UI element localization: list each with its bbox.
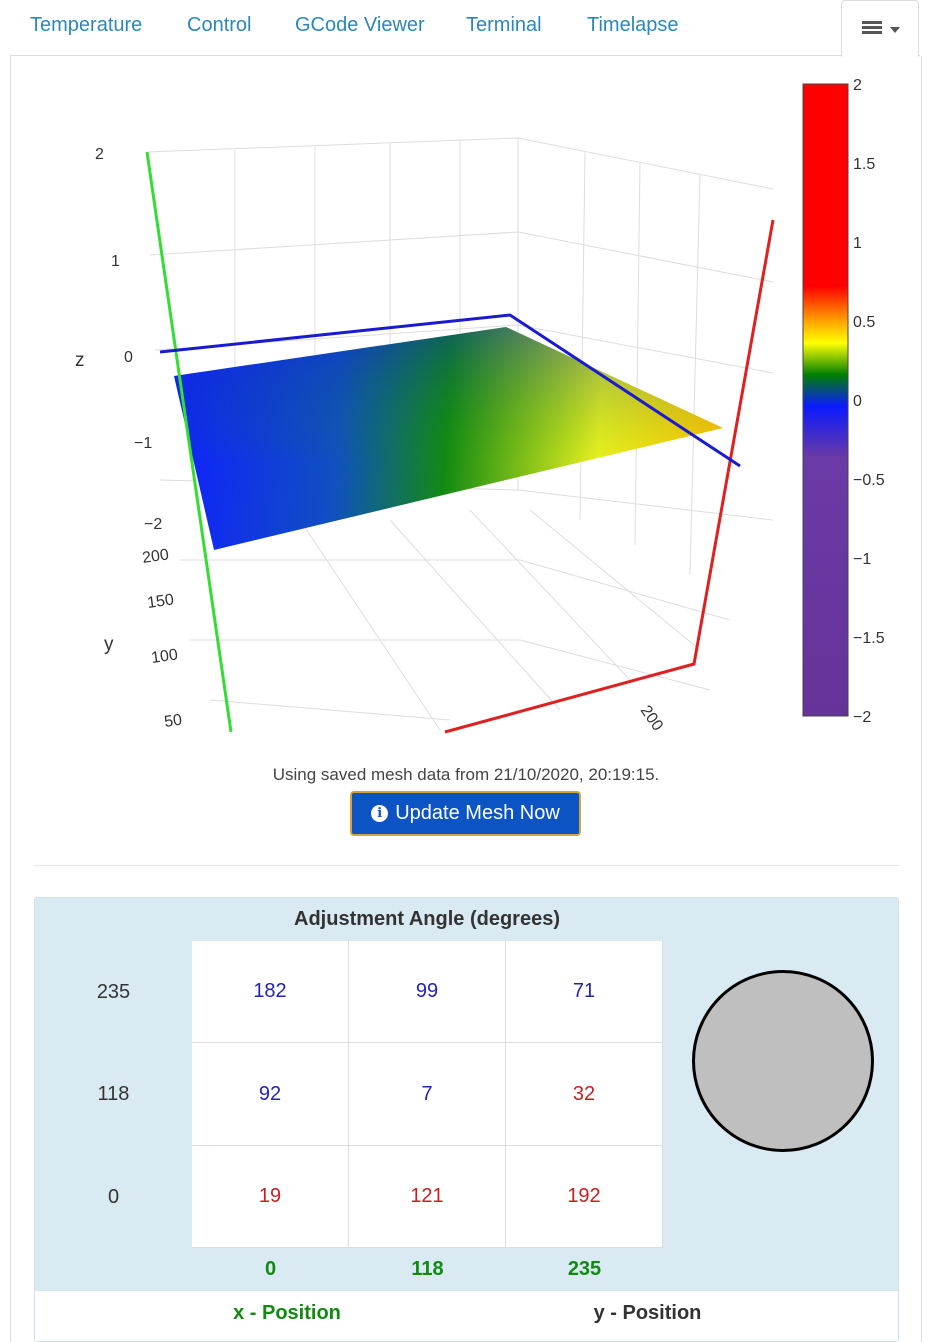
angle-cell: 121 [349, 1146, 506, 1248]
bed-level-panel [10, 56, 922, 1342]
row-label: 235 [96, 980, 131, 1003]
y-tick: 150 [146, 591, 175, 612]
mesh-status-text: Using saved mesh data from 21/10/2020, 2… [272, 765, 660, 784]
angle-cell: 92 [192, 1043, 349, 1146]
angle-cell: 99 [349, 941, 506, 1043]
colorbar-tick: 1 [853, 235, 862, 252]
col-label: 118 [411, 1258, 444, 1280]
tab-temperature[interactable]: Temperature [30, 14, 143, 36]
colorbar-tick: −2 [853, 709, 871, 726]
angle-cell: 32 [506, 1043, 663, 1146]
y-axis-label: y [104, 634, 114, 655]
colorbar-tick: −1.5 [853, 630, 885, 647]
tab-overflow-menu[interactable] [841, 0, 919, 57]
section-divider [34, 865, 899, 866]
x-axis-line [444, 219, 775, 734]
colorbar-tick: 1.5 [853, 156, 875, 173]
update-mesh-label: Update Mesh Now [395, 802, 560, 824]
colorbar-tick: 0 [853, 393, 862, 410]
y-position-label: y - Position [593, 1302, 702, 1324]
y-tick: 100 [150, 646, 179, 667]
colorbar-tick: 2 [853, 77, 862, 94]
z-tick: 2 [95, 146, 104, 163]
colorbar-tick: −1 [853, 551, 871, 568]
y-tick: 200 [141, 546, 170, 567]
angle-cell: 7 [349, 1043, 506, 1146]
row-label: 0 [107, 1185, 120, 1208]
adjustment-table: Adjustment Angle (degrees) 235 118 0 182… [34, 897, 899, 1342]
mesh-plot-3d[interactable]: z y 2 1 0 −1 −2 200 150 100 50 200 2 1.5… [0, 0, 950, 745]
tab-terminal[interactable]: Terminal [466, 14, 542, 36]
x-position-label: x - Position [233, 1302, 341, 1324]
mesh-surface [174, 327, 723, 550]
info-icon: i [371, 805, 389, 822]
colorbar-tick: 0.5 [853, 314, 875, 331]
tab-control[interactable]: Control [187, 14, 252, 36]
tab-bar: Temperature Control GCode Viewer Termina… [0, 0, 950, 57]
update-mesh-button[interactable]: i Update Mesh Now [350, 791, 581, 836]
colorbar [802, 83, 849, 717]
col-label: 0 [264, 1258, 277, 1280]
z-tick: −1 [134, 435, 152, 452]
hamburger-icon [862, 21, 882, 37]
table-title: Adjustment Angle (degrees) [294, 908, 560, 930]
row-label: 118 [97, 1083, 130, 1105]
z-tick: −2 [144, 516, 162, 533]
table-footer [35, 1291, 898, 1341]
tab-timelapse[interactable]: Timelapse [587, 14, 679, 36]
z-tick: 0 [124, 349, 133, 366]
z-axis-label: z [75, 350, 85, 371]
angle-cell: 182 [192, 941, 349, 1043]
colorbar-tick: −0.5 [853, 472, 885, 489]
y-axis-line [145, 151, 233, 733]
tab-gcode-viewer[interactable]: GCode Viewer [295, 14, 425, 36]
angle-cell: 71 [506, 941, 663, 1043]
bed-circle-indicator[interactable] [692, 970, 874, 1152]
tab-underline [10, 55, 920, 56]
col-label: 235 [567, 1258, 602, 1280]
caret-down-icon [890, 27, 900, 33]
y-tick: 50 [163, 712, 183, 731]
z-zero-plane-line [159, 313, 741, 468]
z-tick: 1 [111, 253, 120, 270]
angle-cell: 19 [192, 1146, 349, 1248]
angle-cell: 192 [506, 1146, 663, 1248]
x-tick: 200 [637, 703, 666, 735]
